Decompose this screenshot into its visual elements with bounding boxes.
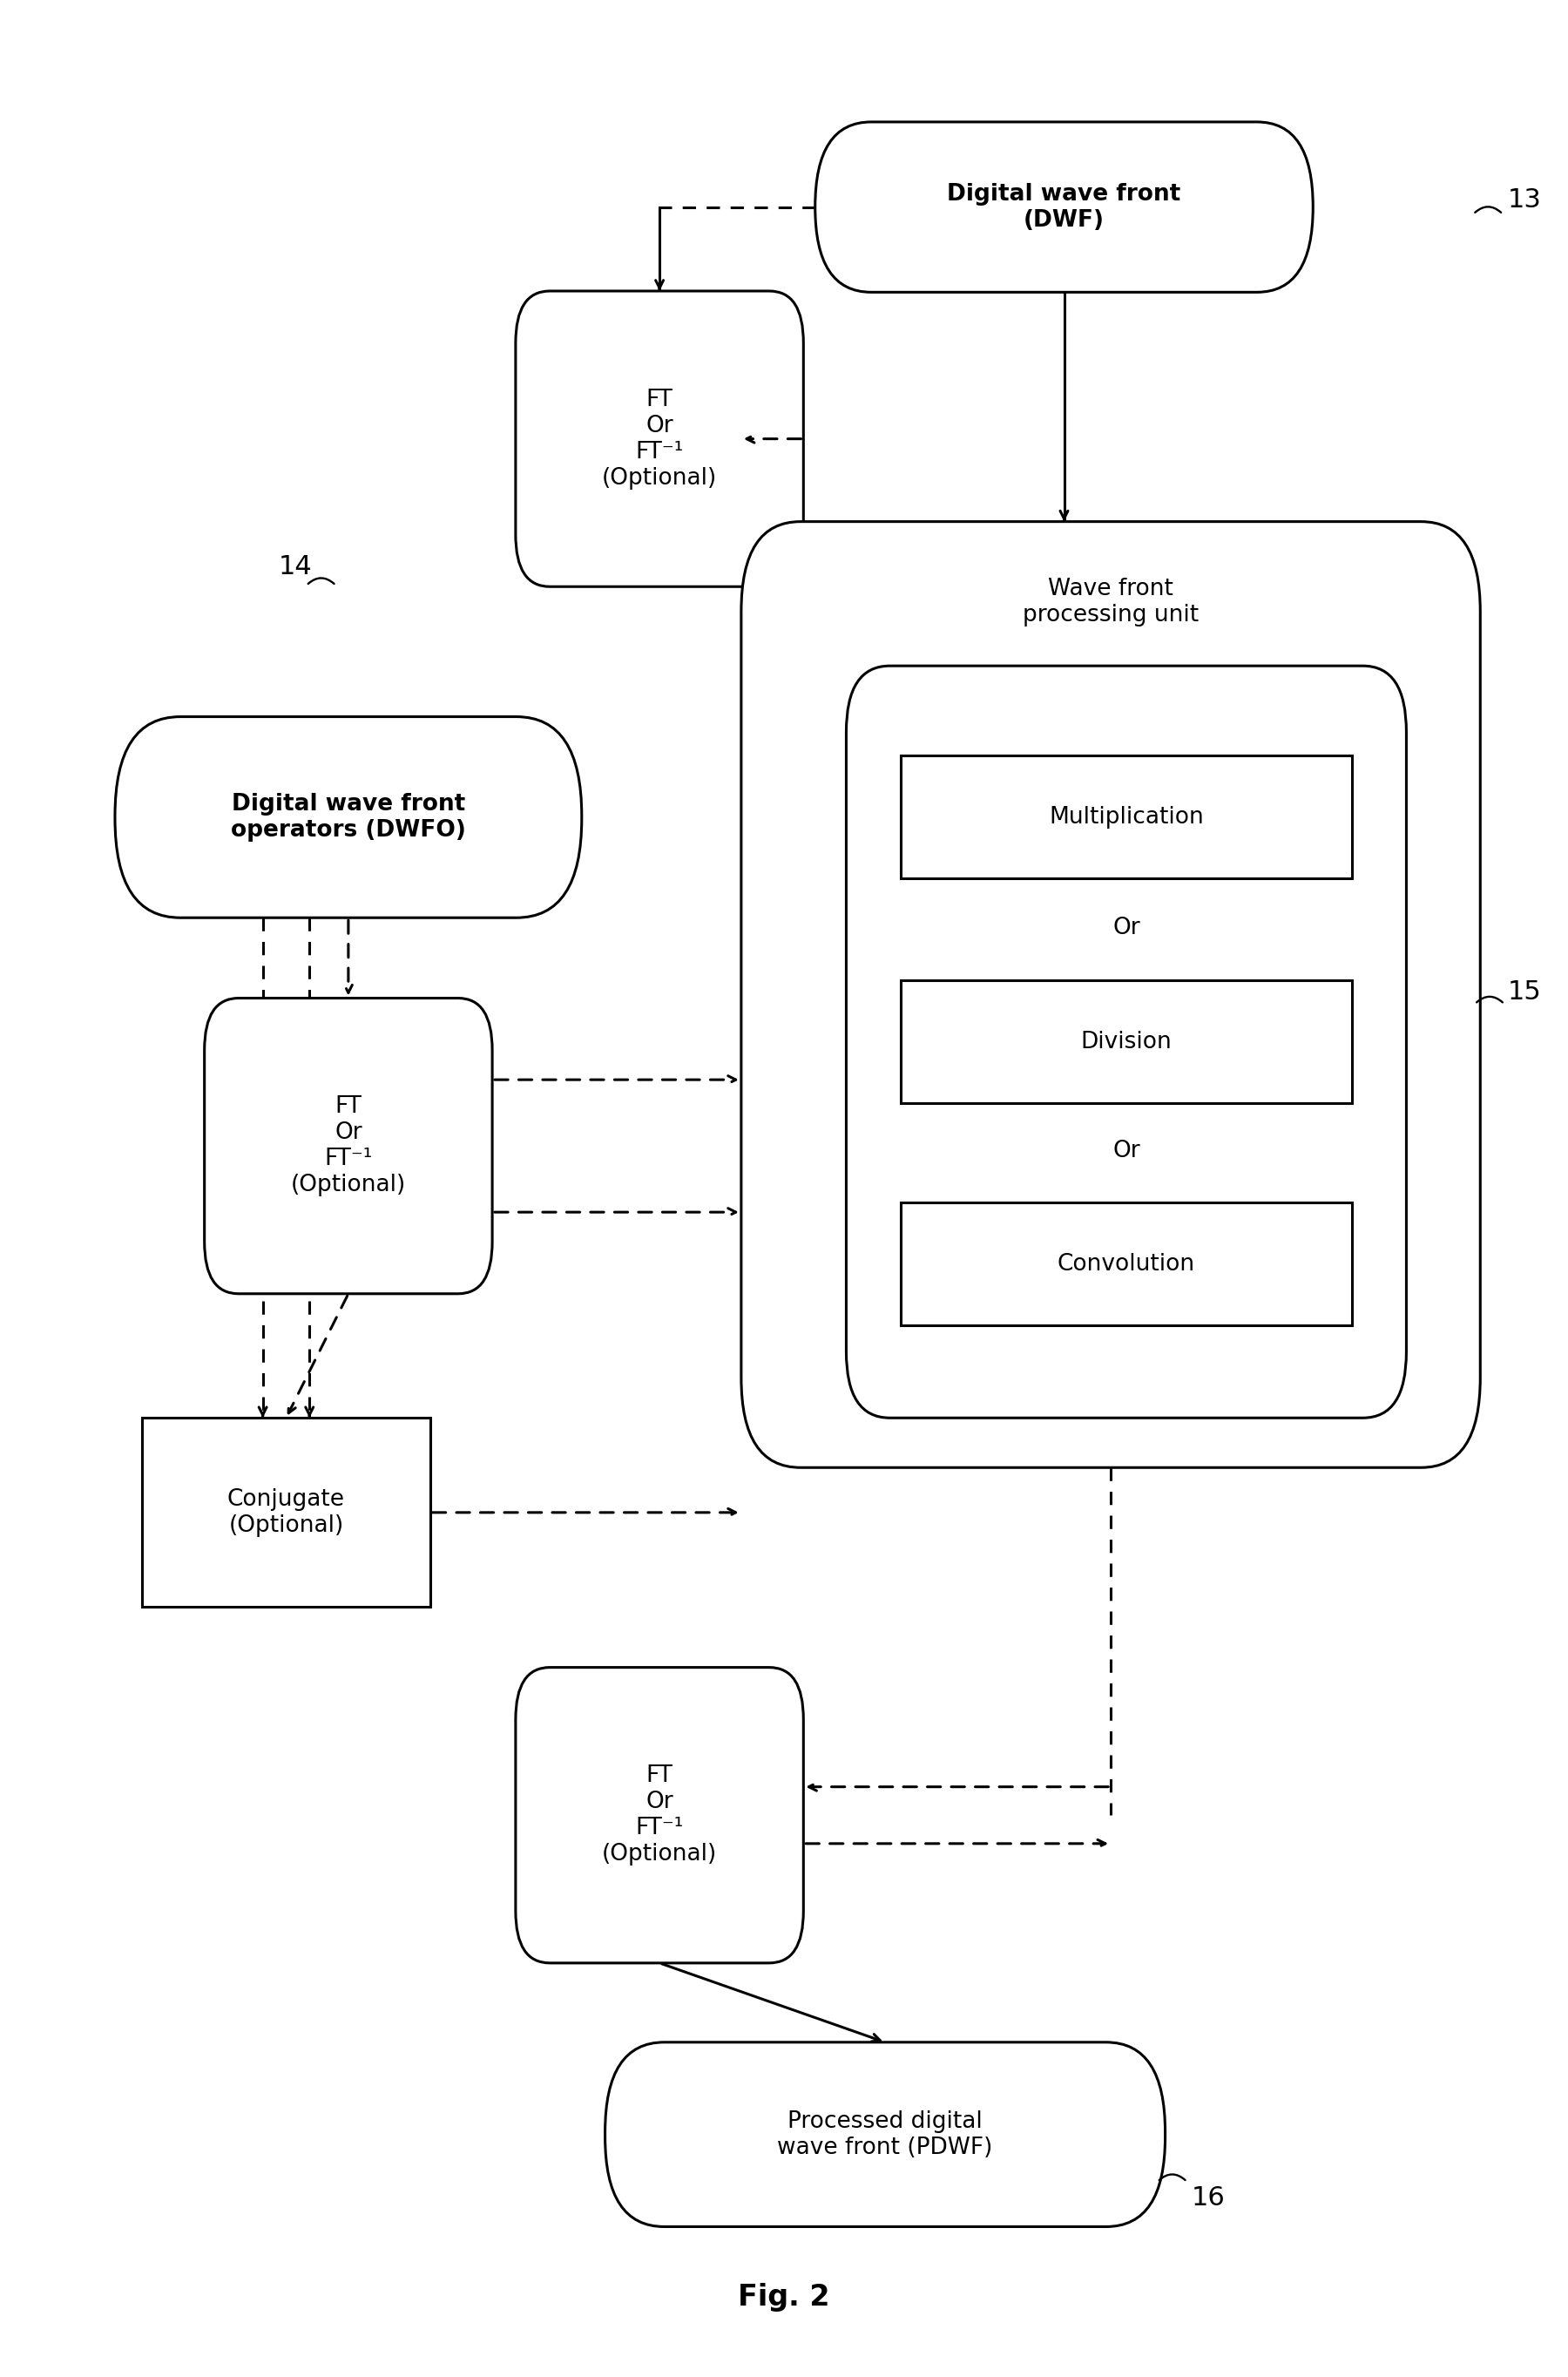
FancyBboxPatch shape <box>516 290 803 587</box>
FancyBboxPatch shape <box>204 998 492 1293</box>
Text: Or: Or <box>1113 918 1140 939</box>
Text: 14: 14 <box>279 554 312 580</box>
Text: 15: 15 <box>1507 979 1541 1005</box>
Text: 16: 16 <box>1192 2187 1226 2211</box>
Text: 13: 13 <box>1507 188 1541 212</box>
FancyBboxPatch shape <box>516 1666 803 1963</box>
Text: Processed digital
wave front (PDWF): Processed digital wave front (PDWF) <box>778 2111 993 2158</box>
Text: Wave front
processing unit: Wave front processing unit <box>1022 578 1200 628</box>
FancyBboxPatch shape <box>815 121 1312 292</box>
FancyBboxPatch shape <box>847 666 1406 1419</box>
Bar <box>900 979 1352 1103</box>
Text: Convolution: Convolution <box>1057 1253 1195 1276</box>
Bar <box>900 1203 1352 1326</box>
Text: FT
Or
FT⁻¹
(Optional): FT Or FT⁻¹ (Optional) <box>602 1764 717 1866</box>
Text: Division: Division <box>1080 1032 1171 1053</box>
Text: Multiplication: Multiplication <box>1049 806 1204 830</box>
Text: Digital wave front
(DWF): Digital wave front (DWF) <box>947 183 1181 231</box>
Text: Fig. 2: Fig. 2 <box>739 2282 829 2313</box>
Text: Or: Or <box>1113 1139 1140 1162</box>
FancyBboxPatch shape <box>742 521 1480 1467</box>
Text: Conjugate
(Optional): Conjugate (Optional) <box>227 1488 345 1538</box>
Text: FT
Or
FT⁻¹
(Optional): FT Or FT⁻¹ (Optional) <box>290 1096 406 1196</box>
Bar <box>900 756 1352 879</box>
FancyBboxPatch shape <box>114 718 582 918</box>
Text: Digital wave front
operators (DWFO): Digital wave front operators (DWFO) <box>230 794 466 841</box>
FancyBboxPatch shape <box>605 2042 1165 2227</box>
Text: FT
Or
FT⁻¹
(Optional): FT Or FT⁻¹ (Optional) <box>602 387 717 490</box>
Bar <box>143 1419 430 1607</box>
